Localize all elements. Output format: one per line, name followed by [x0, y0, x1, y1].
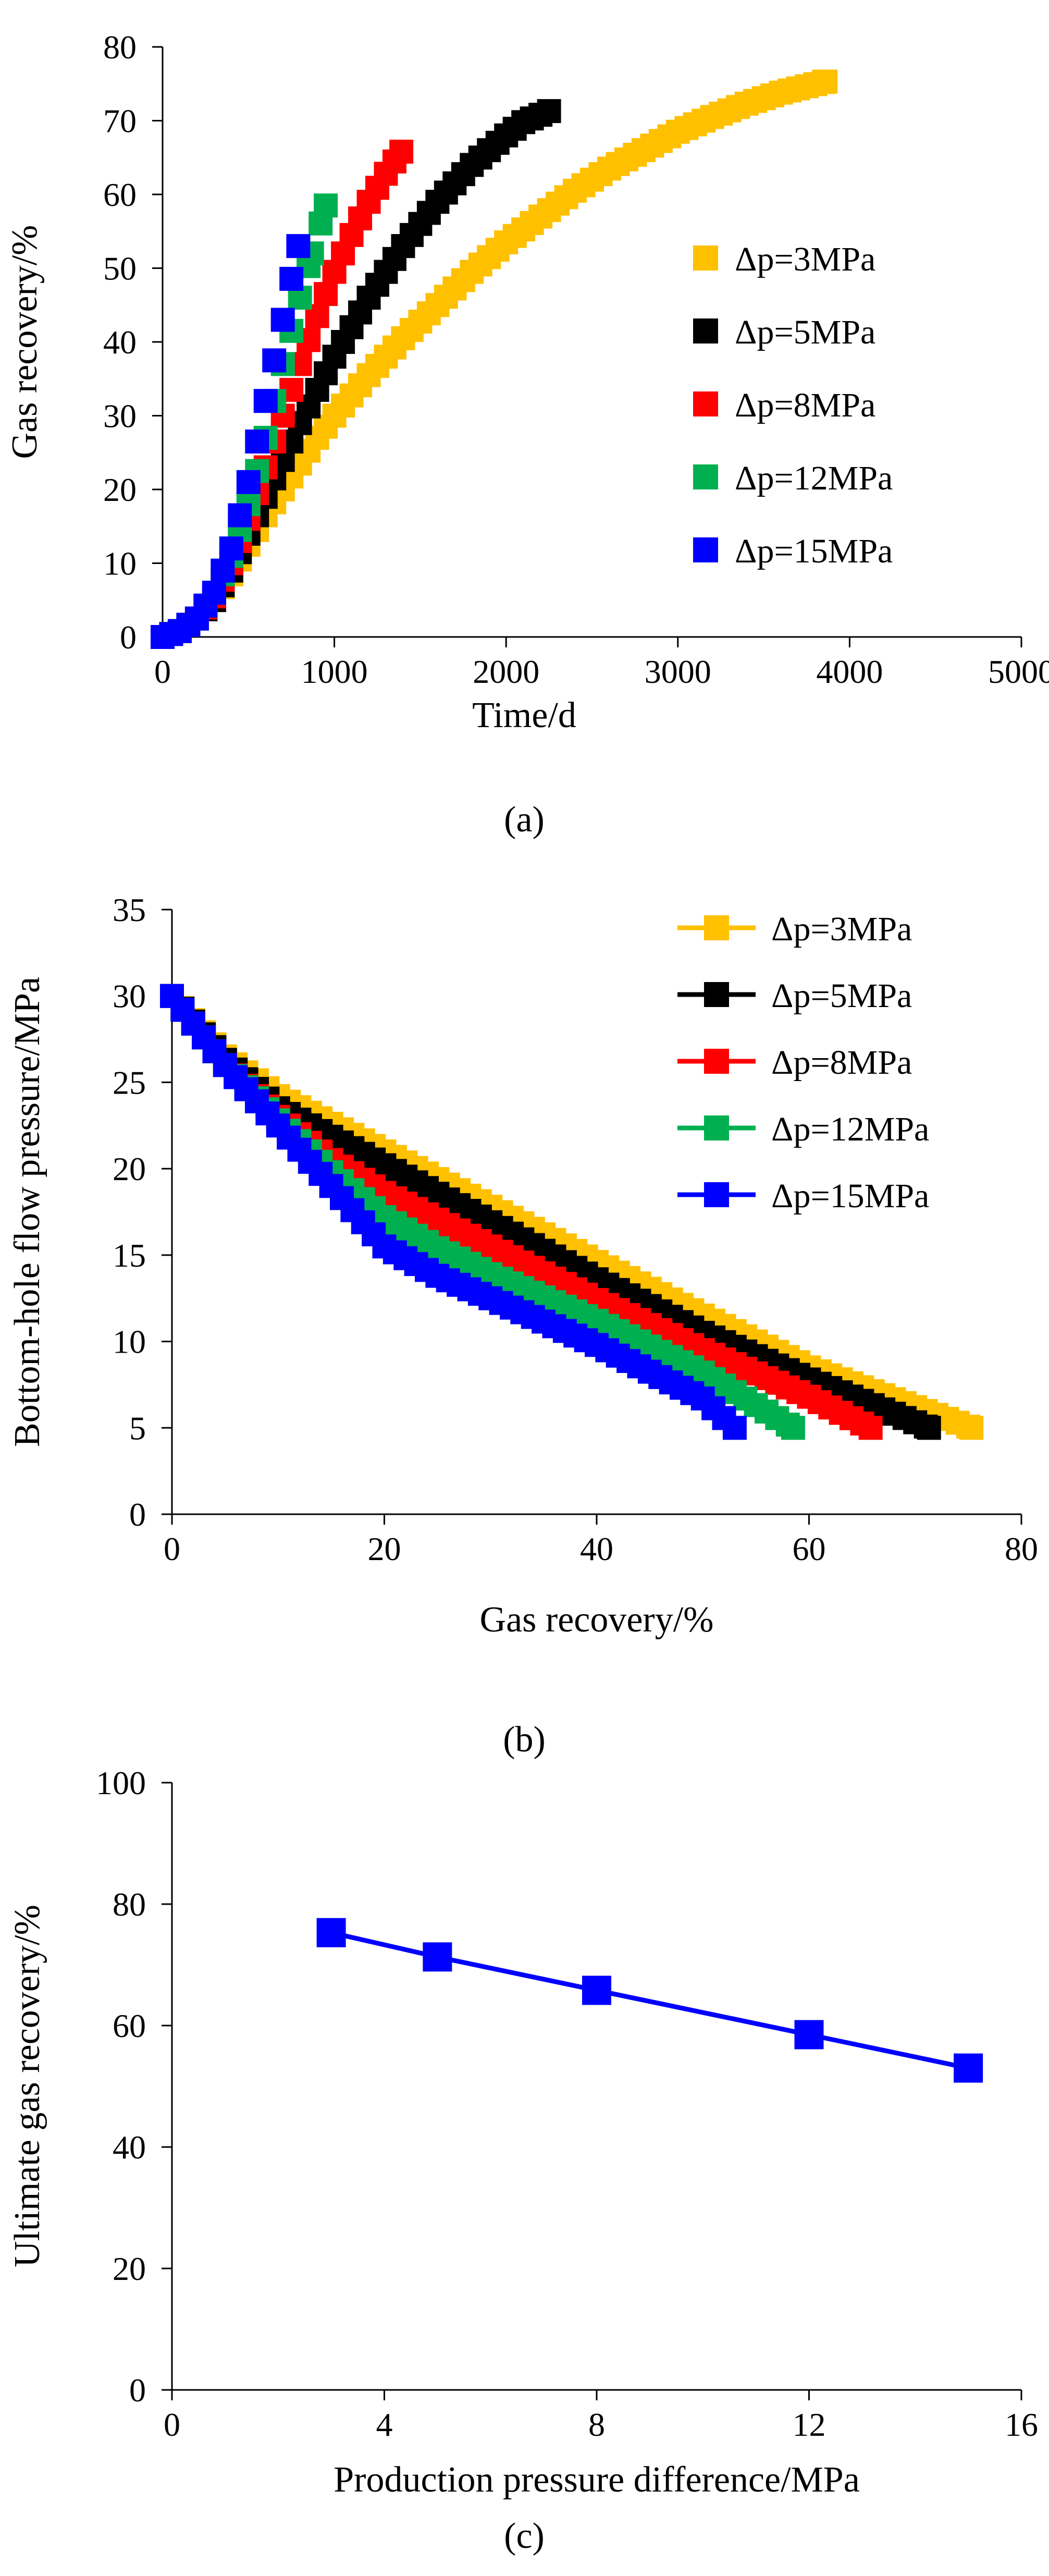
panel-c-y-tick-label: 80 [113, 1886, 146, 1923]
panel-a-y-tick-label: 50 [103, 250, 137, 287]
panel-a-x-tick-label: 0 [154, 653, 171, 690]
panel-a-x-axis-title: Time/d [472, 695, 576, 735]
panel-c-x-tick-label: 12 [793, 2406, 826, 2443]
panel-a-legend-marker-0 [693, 246, 718, 271]
panel-b-y-tick-label: 10 [113, 1323, 146, 1360]
panel-b-marker-series-3 [781, 1416, 805, 1440]
panel-b-legend-label-2: Δp=8MPa [771, 1044, 912, 1082]
panel-b-marker-series-1 [917, 1416, 941, 1440]
panel-a-legend-marker-3 [693, 464, 718, 489]
panel-c-y-axis-title: Ultimate gas recovery/% [7, 1905, 47, 2267]
panel-a-y-tick-label: 30 [103, 398, 137, 435]
panel-b-y-tick-label: 15 [113, 1237, 146, 1274]
panel-a-marker-series-4 [219, 536, 243, 561]
panel-a-x-tick-label: 4000 [816, 653, 883, 690]
panel-b-legend-marker-3 [704, 1115, 729, 1140]
panel-a-y-tick-label: 40 [103, 324, 137, 361]
panel-b-x-tick-label: 40 [580, 1530, 613, 1567]
panel-a-x-tick-label: 3000 [645, 653, 711, 690]
panel-b-legend-label-4: Δp=15MPa [771, 1177, 929, 1215]
panel-b-marker-series-0 [959, 1416, 984, 1440]
panel-c-y-tick-label: 40 [113, 2129, 146, 2166]
panel-c-y-tick-label: 100 [96, 1764, 146, 1801]
panel-c-chart: 0 4 8 12 16 0 20 40 60 80 100 Production pressure d… [7, 1764, 1038, 2556]
panel-a-panel-label: (a) [504, 800, 545, 840]
panel-a-marker-series-4 [253, 389, 278, 413]
panel-a-legend-marker-2 [693, 391, 718, 416]
panel-c-y-tick-label: 60 [113, 2007, 146, 2044]
panel-a-legend-label-1: Δp=5MPa [735, 313, 875, 351]
panel-b-x-tick-label: 60 [793, 1530, 826, 1567]
panel-a-chart: 0 1000 2000 3000 4000 5000 0 10 20 30 40 50 60 70 80 Ti… [5, 29, 1049, 840]
panel-a-y-tick-label: 60 [103, 176, 137, 213]
panel-a-y-tick-label: 70 [103, 103, 137, 140]
panel-b-legend-marker-2 [704, 1049, 729, 1074]
panel-b-x-axis-title: Gas recovery/% [480, 1600, 714, 1640]
panel-b-y-tick-label: 25 [113, 1064, 146, 1101]
panel-c-marker-series-0 [794, 2020, 824, 2050]
panel-a-y-tick-label: 20 [103, 471, 137, 508]
panel-a-legend-label-3: Δp=12MPa [735, 459, 893, 497]
panel-a-marker-series-4 [279, 266, 304, 291]
panel-c-x-axis-title: Production pressure difference/MPa [334, 2460, 860, 2500]
panel-b-legend-marker-0 [704, 915, 729, 940]
panel-a-marker-series-4 [270, 308, 295, 332]
panel-b-legend-label-0: Δp=3MPa [771, 910, 912, 948]
panel-a-y-tick-label: 10 [103, 545, 137, 582]
panel-b-y-tick-label: 35 [113, 891, 146, 928]
panel-b-marker-series-4 [722, 1416, 747, 1440]
panel-b-x-tick-label: 20 [368, 1530, 401, 1567]
panel-c-x-tick-label: 0 [164, 2406, 180, 2443]
panel-b-panel-label: (b) [503, 1720, 546, 1760]
panel-c-marker-series-0 [582, 1976, 611, 2005]
panel-a-marker-series-4 [262, 348, 287, 373]
panel-a-y-axis-title: Gas recovery/% [5, 225, 45, 459]
panel-b-x-tick-label: 80 [1005, 1530, 1038, 1567]
panel-b-y-tick-label: 20 [113, 1150, 146, 1187]
panel-b-legend-label-1: Δp=5MPa [771, 977, 912, 1015]
panel-b-y-tick-label: 5 [129, 1409, 146, 1446]
panel-a-marker-series-4 [211, 558, 235, 583]
panel-a-legend-label-4: Δp=15MPa [735, 532, 893, 570]
panel-b-legend-marker-1 [704, 982, 729, 1007]
panel-a-y-tick-label: 80 [103, 29, 137, 66]
panel-c-y-tick-label: 0 [129, 2372, 146, 2409]
panel-a-marker-series-4 [236, 470, 261, 494]
panel-a-x-tick-label: 5000 [988, 653, 1049, 690]
panel-c-x-tick-label: 8 [588, 2406, 605, 2443]
panel-b-chart: 0 20 40 60 80 0 5 10 15 20 25 30 35 Gas recovery/% Bot… [7, 891, 1038, 1760]
panel-c-marker-series-0 [316, 1918, 346, 1947]
panel-c-panel-label: (c) [504, 2516, 545, 2556]
panel-a-marker-series-4 [228, 503, 252, 528]
panel-c-y-tick-label: 20 [113, 2250, 146, 2287]
panel-a-marker-series-3 [314, 193, 338, 218]
panel-a-legend-marker-4 [693, 537, 718, 562]
panel-c-x-tick-label: 16 [1005, 2406, 1038, 2443]
panel-c-marker-series-0 [954, 2053, 983, 2083]
panel-a-marker-series-2 [314, 282, 338, 306]
panel-a-marker-series-4 [202, 581, 226, 605]
panel-c-x-tick-label: 4 [376, 2406, 393, 2443]
panel-a-marker-series-4 [286, 234, 311, 259]
panel-b-y-axis-title: Bottom-hole flow pressure/MPa [7, 977, 47, 1447]
panel-b-marker-series-2 [858, 1416, 883, 1440]
panel-a-legend-label-2: Δp=8MPa [735, 386, 875, 424]
panel-a-x-tick-label: 2000 [473, 653, 539, 690]
panel-b-y-tick-label: 30 [113, 978, 146, 1015]
panel-a-legend-label-0: Δp=3MPa [735, 240, 875, 278]
panel-a-marker-series-2 [389, 139, 414, 164]
panel-b-legend-marker-4 [704, 1182, 729, 1207]
panel-a-y-tick-label: 0 [120, 619, 137, 656]
panel-a-marker-series-1 [537, 99, 561, 124]
panel-a-marker-series-4 [245, 430, 269, 454]
panel-a-x-tick-label: 1000 [301, 653, 368, 690]
panel-c-marker-series-0 [423, 1942, 452, 1972]
panel-b-legend-label-3: Δp=12MPa [771, 1110, 929, 1148]
panel-b-y-tick-label: 0 [129, 1496, 146, 1533]
panel-a-legend-marker-1 [693, 318, 718, 344]
panel-b-x-tick-label: 0 [164, 1530, 180, 1567]
panel-a-marker-series-0 [813, 69, 838, 94]
